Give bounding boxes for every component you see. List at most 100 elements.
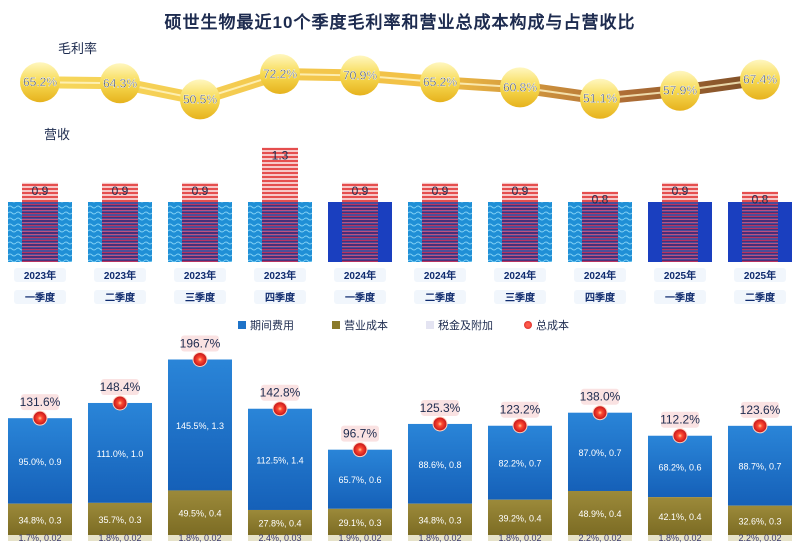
gross-margin-ball [580, 78, 620, 119]
gross-margin-value: 65.2% [423, 75, 457, 89]
category-quarter: 四季度 [265, 291, 296, 304]
period-expense-segment [728, 425, 792, 506]
period-expense-label: 65.7%, 0.6 [338, 475, 381, 485]
legend-label: 营业成本 [344, 320, 388, 332]
total-cost-label-bg [421, 399, 459, 416]
total-cost-label-bg [501, 401, 539, 418]
category-badge [734, 268, 786, 282]
total-cost-label-bg [581, 388, 619, 405]
period-expense-label: 82.2%, 0.7 [498, 459, 541, 469]
category-quarter: 四季度 [585, 291, 616, 304]
total-cost-dot [272, 401, 288, 417]
cost-stack: 111.0%, 1.0 35.7%, 0.3 1.8%, 0.02 148.4% [88, 378, 152, 543]
gross-margin-value: 65.2% [23, 75, 57, 89]
category-year: 2025年 [664, 269, 696, 282]
revenue-bar-overlay [262, 202, 298, 262]
gross-margin-value: 64.3% [103, 76, 137, 90]
tax-segment [728, 535, 792, 541]
category-year: 2024年 [424, 269, 456, 282]
category-badge [14, 268, 66, 282]
period-expense-label: 87.0%, 0.7 [578, 448, 621, 458]
period-expense-label: 88.6%, 0.8 [418, 460, 461, 470]
gross-margin-point: 57.9% [660, 70, 700, 111]
category-badge [94, 290, 146, 304]
category-badge [574, 268, 626, 282]
cost-stack: 88.7%, 0.7 32.6%, 0.3 2.2%, 0.02 123.6% [728, 401, 792, 543]
cost-stack: 87.0%, 0.7 48.9%, 0.4 2.2%, 0.02 138.0% [568, 388, 632, 543]
tax-segment [8, 535, 72, 541]
tax-label: 2.2%, 0.02 [738, 533, 781, 543]
chart-title: 硕世生物最近10个季度毛利率和营业总成本构成与占营收比 [164, 13, 636, 32]
revenue-bar-group: 0.9 [648, 182, 712, 262]
category-quarter: 三季度 [505, 291, 536, 304]
total-cost-label-bg [341, 425, 379, 442]
period-expense-segment [408, 423, 472, 504]
category-year: 2024年 [584, 269, 616, 282]
total-cost-dot [512, 418, 528, 434]
gross-margin-ball [340, 55, 380, 96]
category-badge [494, 268, 546, 282]
category-badge [654, 290, 706, 304]
operating-cost-label: 34.8%, 0.3 [418, 515, 461, 525]
total-cost-label: 142.8% [260, 386, 301, 400]
revenue-bar-overlay [582, 202, 618, 262]
category-year: 2023年 [24, 269, 56, 282]
tax-swatch [426, 321, 434, 329]
total-cost-dot [752, 418, 768, 434]
category-badge [574, 290, 626, 304]
legend-label: 总成本 [536, 320, 569, 332]
category-quarter: 一季度 [345, 291, 376, 304]
gross-margin-point: 70.9% [340, 55, 380, 96]
category-badge [254, 268, 306, 282]
revenue-value: 0.9 [112, 184, 129, 198]
period-expense-segment [648, 435, 712, 498]
total-cost-label: 123.6% [740, 403, 781, 417]
operating-cost-segment [648, 497, 712, 535]
gross-margin-point: 72.2% [260, 54, 300, 94]
tax-segment [328, 535, 392, 541]
category-badge [94, 268, 146, 282]
total-cost-dot [112, 395, 128, 411]
total-cost-label-bg [661, 411, 699, 428]
gross-margin-value: 51.1% [583, 92, 617, 106]
revenue-bar-group: 0.9 [168, 182, 232, 262]
total-cost-label: 125.3% [420, 401, 461, 415]
gross-margin-ribbon-highlight [39, 73, 761, 101]
legend: 期间费用 营业成本 税金及附加 总成本 [0, 317, 800, 333]
total-cost-label: 96.7% [343, 427, 377, 441]
total-cost-dot [672, 428, 688, 444]
total-cost-label: 196.7% [180, 337, 221, 351]
gross-margin-ball [100, 63, 140, 104]
category-quarter: 二季度 [425, 291, 456, 304]
cost-stack: 145.5%, 1.3 49.5%, 0.4 1.8%, 0.02 196.7% [168, 335, 232, 543]
gross-margin-ball [740, 59, 780, 100]
category-badge [414, 290, 466, 304]
category-quarter: 二季度 [745, 291, 776, 304]
category-badge [254, 290, 306, 304]
tax-label: 1.9%, 0.02 [338, 533, 381, 543]
revenue-bar-overlay [182, 202, 218, 262]
total-cost-label: 138.0% [580, 390, 621, 404]
operating-cost-label: 32.6%, 0.3 [738, 516, 781, 526]
category-year: 2023年 [104, 269, 136, 282]
operating-cost-label: 39.2%, 0.4 [498, 513, 541, 523]
gross-margin-point: 67.4% [740, 59, 780, 100]
category-quarter: 三季度 [185, 291, 216, 304]
period-expense-segment [8, 418, 72, 504]
revenue-value: 0.9 [672, 184, 689, 198]
period-expense-segment [88, 402, 152, 503]
gross-margin-ball [180, 79, 220, 120]
revenue-value: 0.8 [592, 193, 609, 207]
tax-segment [568, 535, 632, 541]
revenue-bar-overlay [22, 202, 58, 262]
gross-margin-ball [260, 54, 300, 94]
gross-margin-point: 51.1% [580, 78, 620, 119]
operating-cost-segment [408, 503, 472, 535]
category-quarter: 一季度 [25, 291, 56, 304]
operating-cost-segment [728, 505, 792, 535]
total-cost-dot [192, 352, 208, 367]
